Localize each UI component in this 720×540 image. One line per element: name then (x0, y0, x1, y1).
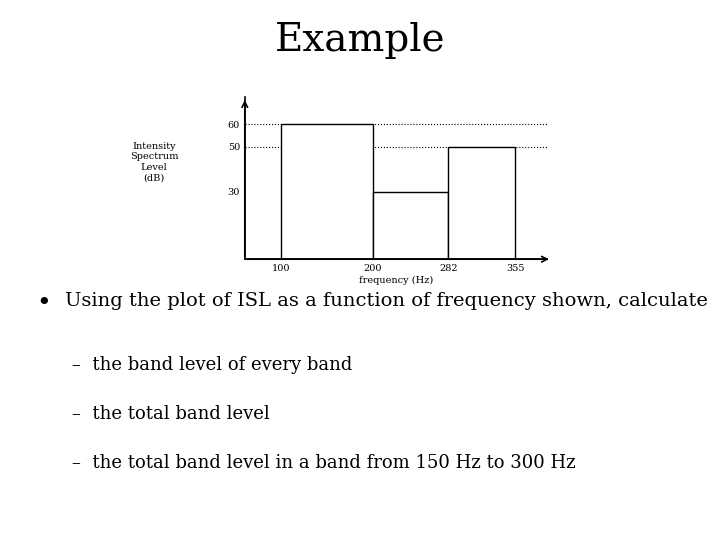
Text: –  the total band level: – the total band level (72, 405, 270, 423)
Text: –  the band level of every band: – the band level of every band (72, 356, 352, 374)
Text: •: • (36, 292, 50, 315)
Bar (282, 124, 373, 259)
Bar (373, 192, 449, 259)
Bar (449, 147, 515, 259)
Text: Intensity
Spectrum
Level
(dB): Intensity Spectrum Level (dB) (130, 142, 179, 182)
Text: Example: Example (275, 22, 445, 59)
X-axis label: frequency (Hz): frequency (Hz) (359, 276, 433, 285)
Text: Using the plot of ISL as a function of frequency shown, calculate: Using the plot of ISL as a function of f… (65, 292, 708, 309)
Text: –  the total band level in a band from 150 Hz to 300 Hz: – the total band level in a band from 15… (72, 454, 575, 471)
